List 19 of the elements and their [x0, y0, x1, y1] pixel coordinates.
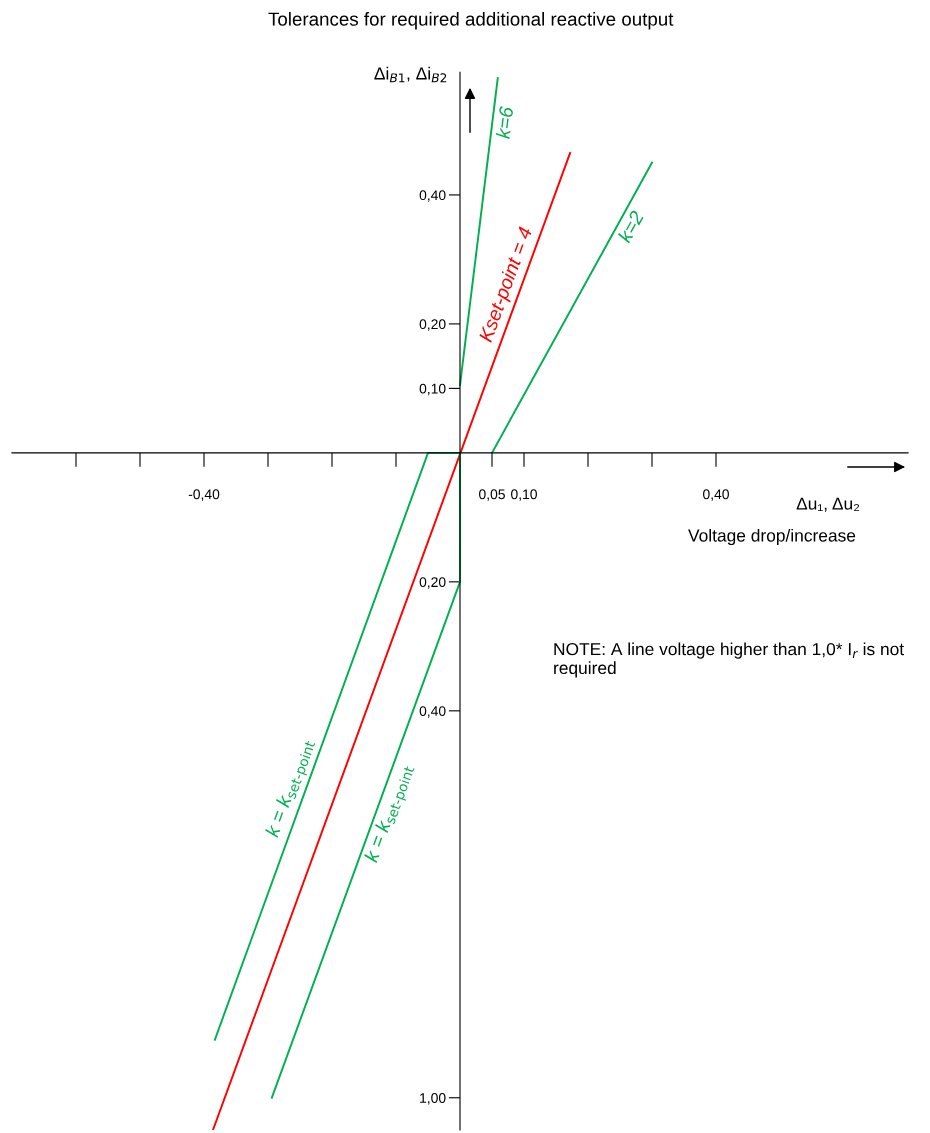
y-tick-label: 0,40 — [419, 706, 446, 718]
y-tick-label: 0,40 — [419, 190, 446, 202]
text: k=6 — [495, 105, 514, 140]
y-tick-label: 1,00 — [420, 1093, 446, 1105]
y-tick-label: 0,20 — [419, 319, 446, 331]
x-tick-label: -0,40 — [188, 489, 220, 501]
annotation: Voltage drop/increase — [688, 528, 856, 546]
text: k=2 — [616, 209, 645, 244]
y-axis-title: Δi$_{B1}$, Δi$_{B2}$ — [374, 66, 447, 83]
y-tick-label: 0,10 — [419, 383, 446, 396]
x-tick-label: 0,10 — [511, 489, 537, 501]
y-tick-label: 0,20 — [419, 577, 446, 589]
text: k = k$_{set-point}$ — [264, 737, 318, 840]
chart-title: Tolerances for required additional reactive output — [268, 12, 674, 30]
x-tick-label: 0,05 — [479, 489, 505, 501]
x-axis-title: Δu₁, Δu₂ — [796, 497, 860, 512]
x-tick-label: 0,40 — [703, 489, 729, 501]
text: k = k$_{set-point}$ — [363, 762, 418, 866]
text: NOTE: A line voltage higher than 1,0* I$_{r}$ is not required — [554, 642, 904, 678]
